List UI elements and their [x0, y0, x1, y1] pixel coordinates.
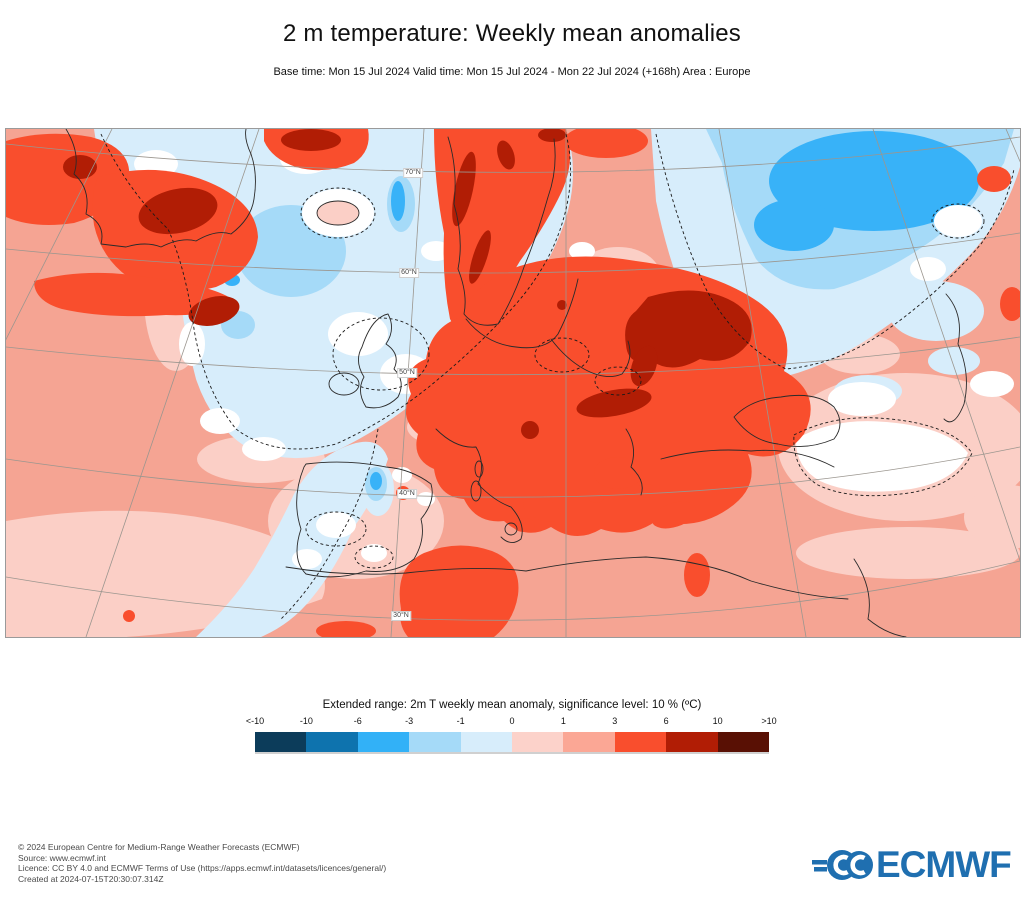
legend-tick-labels: <-10 -10 -6 -3 -1 0 1 3 6 10 >10 [246, 716, 777, 728]
graticule [6, 129, 1020, 637]
ecmwf-logo-mark [812, 850, 873, 880]
latitude-label: 60°N [399, 268, 419, 278]
footer-line: © 2024 European Centre for Medium-Range … [18, 842, 300, 852]
legend-color-segment [666, 732, 718, 752]
footer-line: Source: www.ecmwf.int [18, 852, 106, 863]
legend-tick: 6 [663, 716, 669, 726]
legend-tick: 3 [612, 716, 618, 726]
page-title: 2 m temperature: Weekly mean anomalies [282, 20, 742, 47]
significance-contours [100, 133, 1015, 620]
footer-line: Created at 2024-07-15T20:30:07.314Z [18, 873, 164, 884]
legend-tick: -10 [299, 716, 313, 726]
legend-tick: -1 [456, 716, 465, 726]
latitude-label: 50°N [397, 368, 417, 378]
europe-anomaly-map: 70°N 60°N 50°N 40°N 30°N [5, 128, 1021, 638]
legend-colorbar [255, 732, 770, 754]
legend-tick: >10 [761, 716, 777, 726]
legend-tick: 1 [560, 716, 566, 726]
legend-color-segment [563, 732, 615, 752]
latitude-label: 70°N [403, 168, 423, 178]
footer-line: Licence: CC BY 4.0 and ECMWF Terms of Us… [18, 863, 387, 873]
legend-tick: -3 [405, 716, 414, 726]
legend-tick: 0 [509, 716, 515, 726]
legend-color-segment [512, 732, 564, 752]
latitude-label: 40°N [397, 489, 417, 499]
legend-color-segment [255, 732, 307, 752]
legend-tick: <-10 [245, 716, 265, 726]
footer-credits: © 2024 European Centre for Medium-Range … [18, 842, 386, 884]
ecmwf-logo: ECMWF [812, 843, 1012, 887]
legend-color-segment [614, 732, 667, 752]
latitude-label: 30°N [391, 611, 411, 621]
legend-tick: 10 [712, 716, 723, 726]
legend-color-segment [460, 732, 513, 752]
legend-tick: -6 [353, 716, 362, 726]
legend-color-segment [357, 732, 410, 752]
map-svg [6, 129, 1020, 637]
coastlines [65, 129, 967, 637]
positive-anomaly-regions [6, 129, 1020, 637]
iceland [317, 201, 359, 225]
page-subtitle: Base time: Mon 15 Jul 2024 Valid time: M… [273, 66, 751, 78]
legend-color-segment [717, 732, 770, 752]
legend-color-segment [409, 732, 461, 752]
ecmwf-logo-text: ECMWF [876, 844, 1012, 885]
legend-title: Extended range: 2m T weekly mean anomaly… [322, 699, 702, 711]
legend-color-segment [306, 732, 358, 752]
